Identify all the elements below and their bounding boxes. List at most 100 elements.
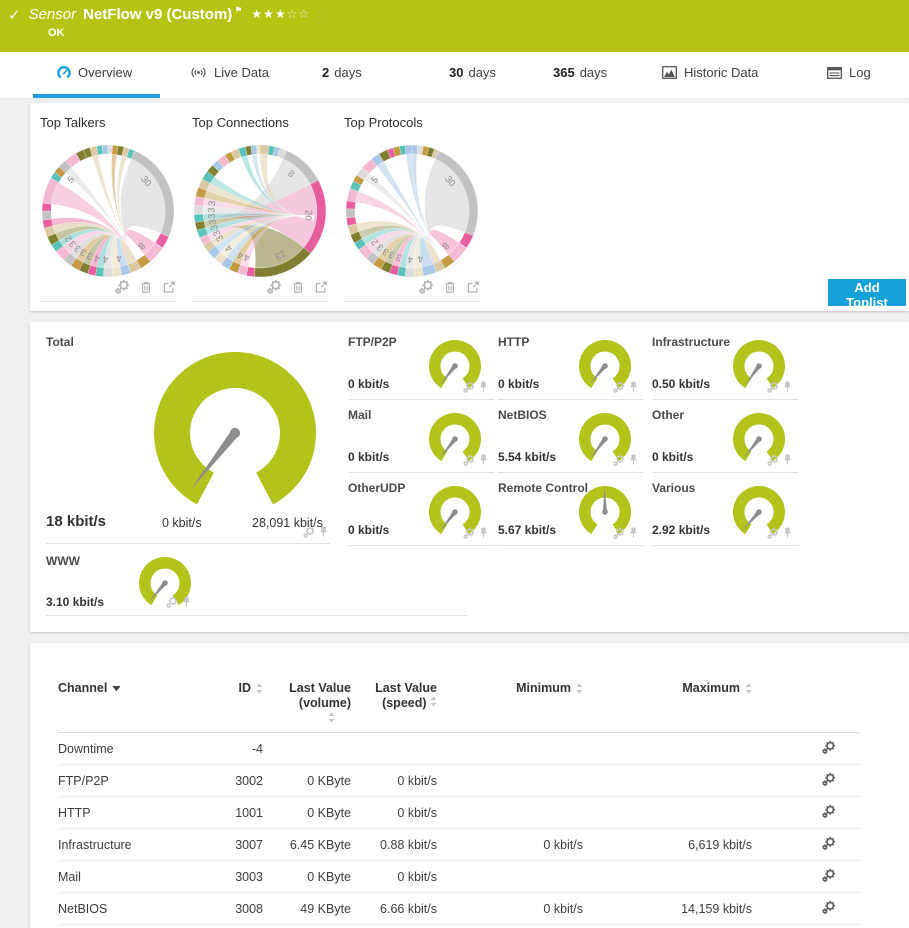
toplist-settings-icon[interactable] [267,279,282,294]
channel-settings-gear-icon[interactable] [822,804,836,818]
sort-icon[interactable] [745,683,752,694]
channel-name[interactable]: HTTP [58,797,208,829]
gauge-pin-icon[interactable] [783,454,792,466]
column-header-id[interactable]: ID [208,667,263,733]
gauge-settings-gear-icon[interactable] [613,381,625,393]
gauge-pin-icon[interactable] [783,381,792,393]
minimum-value [437,861,583,893]
gauge-pin-icon[interactable] [479,527,488,539]
gauge-settings-gear-icon[interactable] [166,596,178,608]
gauge-label: Various [652,481,695,495]
channel-settings-gear-icon[interactable] [822,868,836,882]
last-value-volume [263,733,351,765]
gauge-label: Other [652,408,684,422]
channel-name[interactable]: Downtime [58,733,208,765]
tab-historic-data[interactable]: Historic Data [662,65,758,80]
tab-overview[interactable]: Overview [57,65,132,80]
column-header-last-value-volume-[interactable]: Last Value(volume) [263,667,351,733]
add-toplist-button[interactable]: Add Toplist [828,279,906,306]
last-value-volume: 49 KByte [263,893,351,925]
toplist-open-icon[interactable] [314,280,328,294]
gauge-label: WWW [46,554,80,568]
gauge-pin-icon[interactable] [629,527,638,539]
channel-settings-gear-icon[interactable] [822,772,836,786]
gauge-settings-gear-icon[interactable] [463,454,475,466]
gauge-label: FTP/P2P [348,335,397,349]
gauge-settings-gear-icon[interactable] [767,381,779,393]
column-header-minimum[interactable]: Minimum [437,667,583,733]
log-icon [827,67,842,79]
gauge-settings-gear-icon[interactable] [303,526,315,538]
channel-name[interactable]: FTP/P2P [58,765,208,797]
channel-name[interactable]: Mail [58,861,208,893]
gauge-settings-gear-icon[interactable] [767,527,779,539]
priority-stars[interactable]: ★★★☆☆ [251,5,310,23]
tab-live-data[interactable]: Live Data [190,65,269,80]
channel-name[interactable]: Infrastructure [58,829,208,861]
channel-id: 3008 [208,893,263,925]
toplist-delete-icon[interactable] [443,280,457,294]
gauge-value: 3.10 kbit/s [46,595,104,609]
gauge-settings-gear-icon[interactable] [767,454,779,466]
last-value-volume: 6.45 KByte [263,829,351,861]
gauge-pin-icon[interactable] [629,454,638,466]
channel-settings-gear-icon[interactable] [822,900,836,914]
toplist-delete-icon[interactable] [139,280,153,294]
toplist-settings-icon[interactable] [115,279,130,294]
maximum-value [583,861,752,893]
channel-row-downtime: Downtime-4 [58,733,860,765]
sort-icon[interactable] [256,683,263,694]
last-value-volume: 0 KByte [263,861,351,893]
tab-log[interactable]: Log [827,65,871,80]
gauge-settings-gear-icon[interactable] [463,381,475,393]
toplist-settings-icon[interactable] [419,279,434,294]
gauge-pin-icon[interactable] [783,527,792,539]
toplist-title: Top Protocols [344,115,423,130]
gauge-settings-gear-icon[interactable] [613,454,625,466]
svg-text:3: 3 [206,207,217,212]
toplist-open-icon[interactable] [162,280,176,294]
gauge-pin-icon[interactable] [479,381,488,393]
maximum-value: 6,619 kbit/s [583,829,752,861]
channel-name[interactable]: NetBIOS [58,893,208,925]
gauge-value: 0.50 kbit/s [652,377,710,391]
channel-table: Channel ID Last Value(volume)Last Value(… [58,667,860,925]
svg-text:20: 20 [302,209,314,220]
channel-settings-gear-icon[interactable] [822,740,836,754]
column-header-channel[interactable]: Channel [58,667,208,733]
column-header-maximum[interactable]: Maximum [583,667,752,733]
sensor-header: ✓ Sensor NetFlow v9 (Custom) ⚑ ★★★☆☆ OK [0,0,909,52]
gauge-pin-icon[interactable] [182,596,191,608]
gauge-pin-icon[interactable] [479,454,488,466]
toplist-open-icon[interactable] [466,280,480,294]
gauge-value: 5.67 kbit/s [498,523,556,537]
gauge-settings-gear-icon[interactable] [463,527,475,539]
sort-icon[interactable] [328,712,335,723]
flag-icon[interactable]: ⚑ [234,5,242,17]
gauge-settings-gear-icon[interactable] [613,527,625,539]
gauge-pin-icon[interactable] [319,526,328,538]
sort-desc-icon[interactable] [112,685,121,692]
sort-icon[interactable] [576,683,583,694]
gauge-pin-icon[interactable] [629,381,638,393]
channel-settings-gear-icon[interactable] [822,836,836,850]
live-icon [190,66,207,79]
sort-icon[interactable] [430,696,437,707]
column-header-last-value-speed-[interactable]: Last Value(speed) [351,667,437,733]
sensor-name[interactable]: NetFlow v9 (Custom) [83,5,232,25]
toplist-delete-icon[interactable] [291,280,305,294]
